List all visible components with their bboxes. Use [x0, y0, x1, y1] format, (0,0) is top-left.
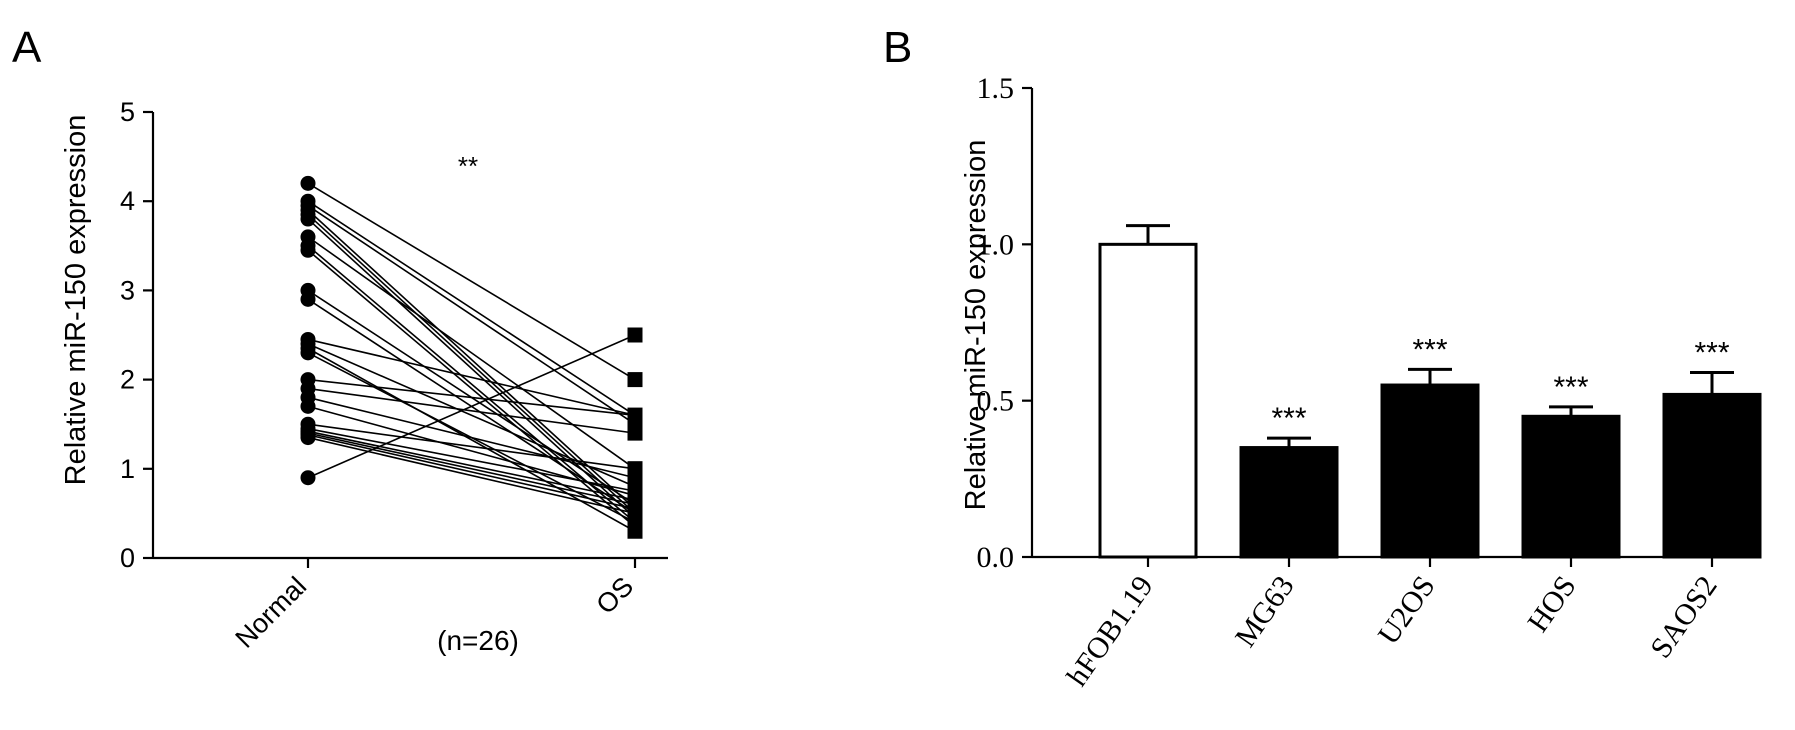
panel-b: B Relative miR-150 expression 0.0 0.5 1.0 1…	[883, 23, 1762, 692]
panel-a-os-point	[627, 505, 643, 521]
panel-b-label: B	[883, 23, 912, 72]
panel-a-category-label: OS	[590, 571, 639, 620]
panel-b-category-label: HOS	[1521, 570, 1582, 638]
panel-a-pair-line	[307, 427, 636, 492]
panel-a-y-tick-label: 0	[120, 543, 135, 573]
panel-b-bar	[1380, 383, 1480, 559]
panel-a-y-tick-label: 3	[120, 275, 135, 305]
panel-a-normal-point	[300, 470, 316, 486]
panel-a-pair-line	[307, 423, 636, 470]
panel-a-pair-line	[307, 343, 636, 488]
panel-a-pair-line	[307, 200, 636, 416]
panel-a-normal-point	[300, 345, 316, 361]
panel-a-y-tick-label: 2	[120, 365, 135, 395]
panel-a-pair-line	[307, 387, 636, 434]
panel-a-os-point	[627, 372, 643, 388]
panel-b-significance: ***	[1271, 402, 1306, 435]
panel-b-y-tick-label: 0.0	[977, 541, 1015, 574]
panel-b-category-label: MG63	[1229, 570, 1301, 653]
panel-b-bar	[1662, 392, 1762, 559]
panel-a-pair-line	[307, 432, 636, 506]
panel-b-category-label: SAOS2	[1644, 570, 1724, 664]
panel-a-y-tick-label: 4	[120, 186, 135, 216]
panel-b-bar	[1239, 446, 1339, 559]
panel-b-y-ticks: 0.0 0.5 1.0 1.5	[977, 72, 1032, 574]
panel-a-y-axis-label: Relative miR-150 expression	[60, 115, 92, 486]
panel-b-category-label: hFOB1.19	[1061, 570, 1160, 692]
panel-a-pair-line	[307, 338, 636, 417]
panel-a-pair-line	[307, 378, 636, 417]
panel-a-category-labels: Normal OS	[230, 571, 640, 654]
panel-a-category-label: Normal	[230, 571, 313, 654]
panel-b-y-tick-label: 1.5	[977, 72, 1015, 105]
panel-a-pair-line	[307, 434, 636, 510]
panel-a-normal-point	[300, 175, 316, 191]
panel-a-points	[300, 175, 643, 539]
panel-a-pair-line	[307, 436, 636, 515]
panel-a-pair-line	[307, 396, 636, 479]
panel-a-pair-line	[307, 430, 636, 501]
panel-b-y-tick-label: 1.0	[977, 228, 1015, 261]
panel-a-label: A	[12, 23, 42, 72]
panel-b-category-labels: hFOB1.19 MG63 U2OS HOS SAOS2	[1061, 557, 1724, 692]
panel-b-bar	[1521, 414, 1621, 559]
panel-a-y-tick-label: 5	[120, 97, 135, 127]
panel-a-axes	[151, 112, 668, 568]
panel-a-pair-line	[307, 245, 636, 523]
panel-a-pair-line	[307, 236, 636, 470]
panel-a-pair-line	[307, 209, 636, 510]
panel-a-normal-point	[300, 242, 316, 258]
panel-a-pair-line	[307, 182, 636, 381]
panel-a-pair-line	[307, 249, 636, 528]
panel-a-pair-line	[307, 204, 636, 425]
panel-b-bar	[1098, 242, 1198, 559]
panel-a-pair-line	[307, 334, 636, 479]
panel-a-normal-point	[300, 211, 316, 227]
panel-a-os-point	[627, 425, 643, 441]
panel-b-bars: *** *** *** ***	[1098, 224, 1762, 559]
panel-b-y-axis-label: Relative miR-150 expression	[960, 140, 992, 511]
panel-a-y-tick-label: 1	[120, 454, 135, 484]
panel-b-significance: ***	[1694, 337, 1729, 370]
panel-a-normal-point	[300, 291, 316, 307]
panel-b-y-tick-label: 0.5	[977, 385, 1015, 418]
panel-a-os-point	[627, 407, 643, 423]
panel-a-normal-point	[300, 430, 316, 446]
panel-a-os-point	[627, 461, 643, 477]
panel-b-significance: ***	[1412, 333, 1447, 366]
panel-a-y-ticks: 0 1 2 3 4 5	[120, 97, 153, 573]
panel-a-pair-line	[307, 347, 636, 532]
panel-b-significance: ***	[1553, 371, 1588, 404]
panel-a-normal-point	[300, 398, 316, 414]
panel-b-category-label: U2OS	[1372, 570, 1442, 650]
panel-a-os-point	[627, 327, 643, 343]
panel-a-sample-note: (n=26)	[437, 625, 519, 656]
panel-a-significance: **	[458, 151, 478, 181]
panel-a-paired-lines	[307, 182, 636, 532]
